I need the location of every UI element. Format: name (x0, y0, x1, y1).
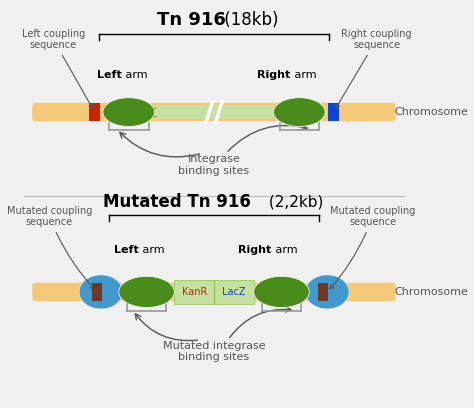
Bar (174, 280, 254, 304)
Text: Mutated Tn 916: Mutated Tn 916 (103, 193, 251, 211)
Ellipse shape (103, 98, 155, 126)
Text: Chromosome: Chromosome (395, 287, 468, 297)
Text: Left: Left (97, 70, 122, 80)
FancyBboxPatch shape (32, 283, 396, 301)
Bar (92, 283, 102, 301)
Text: Left coupling
sequence: Left coupling sequence (22, 29, 92, 109)
Bar (155, 105, 273, 119)
Text: arm: arm (272, 245, 297, 255)
Text: Right: Right (257, 70, 291, 80)
Text: arm: arm (139, 245, 164, 255)
Polygon shape (295, 286, 305, 298)
Text: Mutated integrase
binding sites: Mutated integrase binding sites (163, 341, 265, 362)
Text: arm: arm (122, 70, 147, 80)
Ellipse shape (273, 98, 325, 126)
Text: Left: Left (114, 245, 139, 255)
Text: Right coupling
sequence: Right coupling sequence (336, 29, 412, 109)
Text: Right: Right (238, 245, 272, 255)
FancyBboxPatch shape (32, 103, 396, 121)
Ellipse shape (305, 275, 349, 309)
Bar (89, 103, 100, 121)
Text: KanR: KanR (182, 287, 207, 297)
Bar (328, 103, 339, 121)
Ellipse shape (119, 276, 174, 308)
Text: Mutated coupling
sequence: Mutated coupling sequence (7, 206, 94, 289)
Text: Integrase
binding sites: Integrase binding sites (179, 154, 250, 175)
Text: Mutated coupling
sequence: Mutated coupling sequence (330, 206, 416, 289)
Text: LacZ: LacZ (222, 287, 246, 297)
Text: arm: arm (291, 70, 316, 80)
Text: Chromosome: Chromosome (395, 107, 468, 117)
Ellipse shape (79, 275, 123, 309)
Bar (318, 283, 328, 301)
Ellipse shape (254, 276, 310, 308)
Text: Tn 916: Tn 916 (156, 11, 226, 29)
Text: (18kb): (18kb) (219, 11, 278, 29)
Text: (2,2kb): (2,2kb) (264, 195, 323, 209)
Polygon shape (123, 286, 133, 298)
